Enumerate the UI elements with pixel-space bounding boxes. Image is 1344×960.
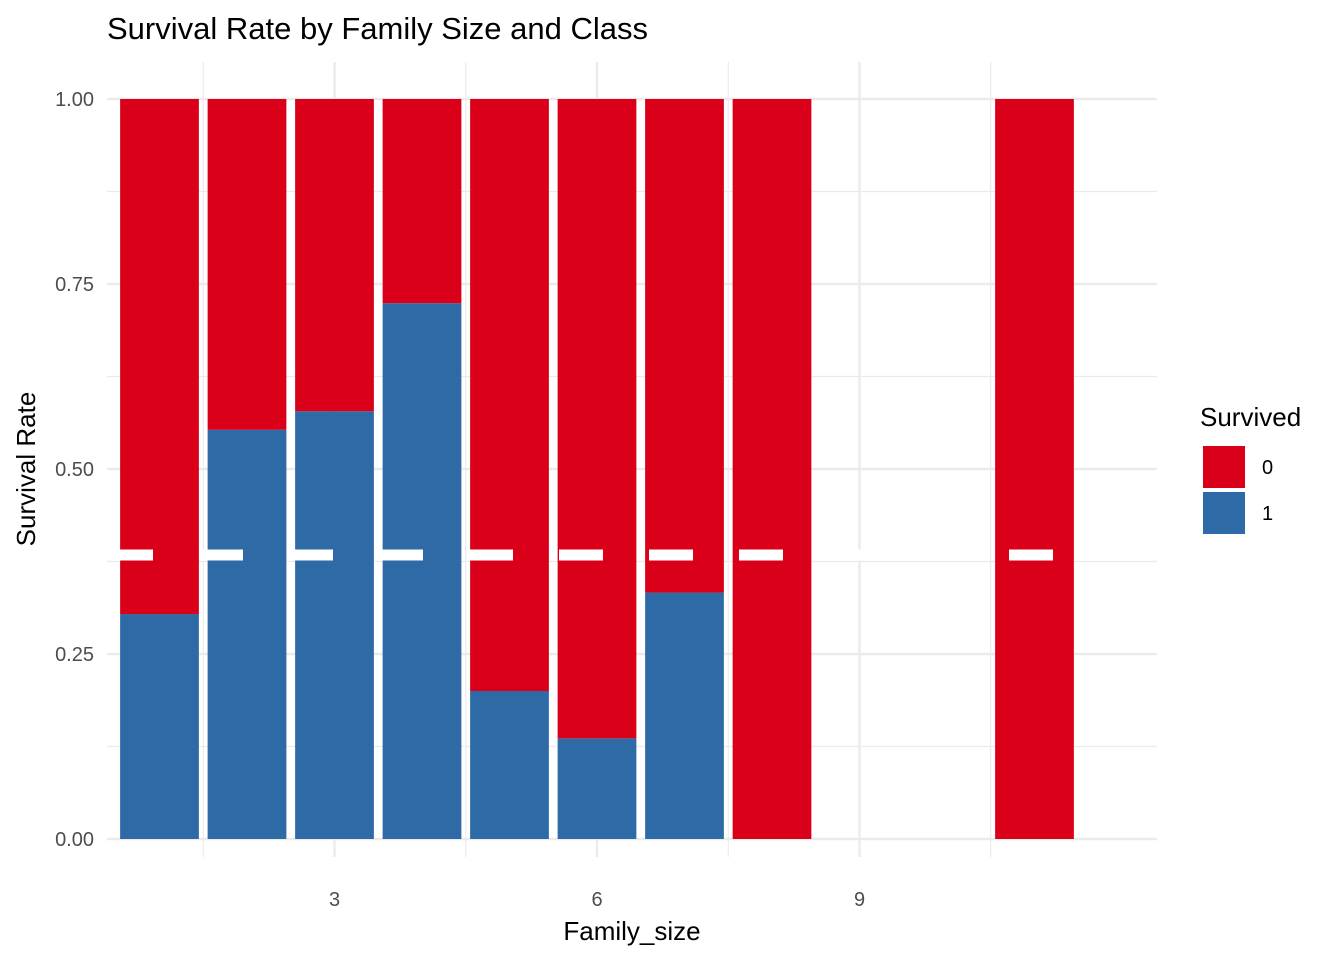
bar-segment-survived-1 xyxy=(470,691,549,839)
bar-segment-survived-0 xyxy=(207,99,287,430)
bar-segment-survived-0 xyxy=(382,99,462,304)
bar-segment-survived-1 xyxy=(207,429,287,839)
y-tick-label: 0.75 xyxy=(55,274,94,296)
legend-label-survived-1: 1 xyxy=(1262,503,1273,525)
bar-segment-survived-0 xyxy=(295,99,374,412)
bar-segment-survived-0 xyxy=(645,99,724,593)
legend-key-survived-1 xyxy=(1203,492,1245,534)
bar-segment-survived-0 xyxy=(995,99,1074,839)
bar-segment-survived-1 xyxy=(295,411,374,839)
legend-key-survived-0 xyxy=(1203,446,1245,488)
bar-segment-survived-0 xyxy=(120,99,199,615)
y-tick-label: 1.00 xyxy=(55,89,94,111)
bar-segment-survived-1 xyxy=(382,303,462,839)
bar-segment-survived-1 xyxy=(645,592,724,839)
legend: Survived 0 1 xyxy=(1200,402,1301,534)
y-tick-label: 0.00 xyxy=(55,829,94,851)
x-axis-title: Family_size xyxy=(563,916,700,946)
x-tick-label: 6 xyxy=(591,889,602,911)
x-tick-label: 3 xyxy=(329,889,340,911)
bar-segment-survived-0 xyxy=(557,99,637,739)
x-axis: 3 6 9 xyxy=(329,889,865,911)
bar-segment-survived-1 xyxy=(120,614,199,839)
y-tick-label: 0.25 xyxy=(55,644,94,666)
bar-segment-survived-0 xyxy=(470,99,549,691)
bar-segment-survived-0 xyxy=(732,99,812,839)
x-tick-label: 9 xyxy=(854,889,865,911)
legend-title: Survived xyxy=(1200,402,1301,432)
chart-title: Survival Rate by Family Size and Class xyxy=(107,11,648,46)
y-axis: 0.00 0.25 0.50 0.75 1.00 xyxy=(55,89,94,851)
y-axis-title: Survival Rate xyxy=(11,392,41,547)
bar-segment-survived-1 xyxy=(557,738,637,839)
bars xyxy=(120,99,1074,839)
y-tick-label: 0.50 xyxy=(55,459,94,481)
legend-label-survived-0: 0 xyxy=(1262,457,1273,479)
